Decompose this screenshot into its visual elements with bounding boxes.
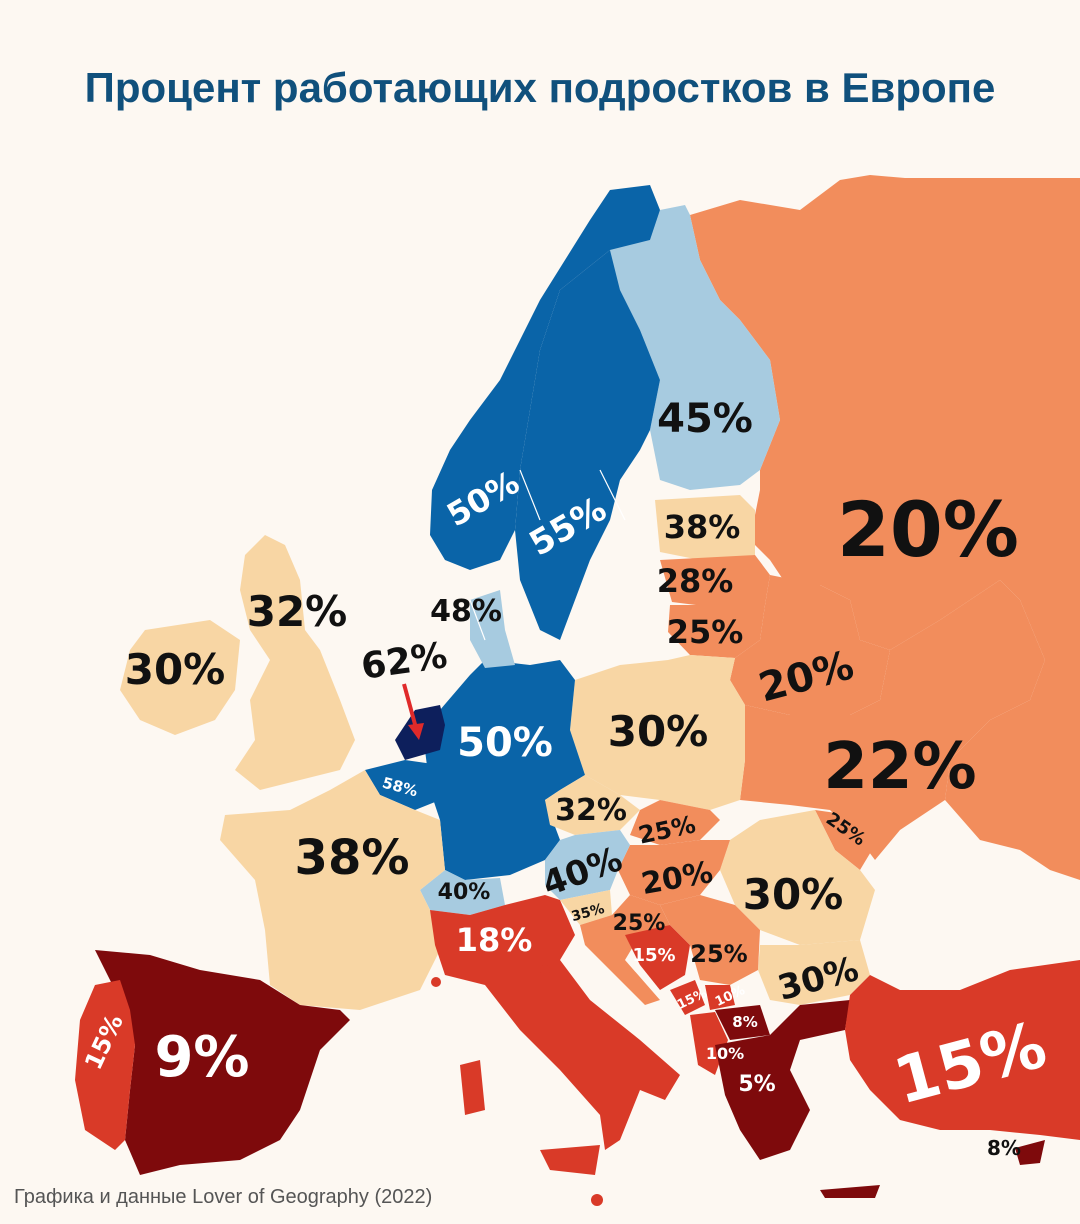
region-finland[interactable] (610, 205, 780, 490)
region-romania[interactable] (720, 810, 875, 945)
label-switzerland: 40% (438, 880, 491, 905)
region-russia[interactable] (690, 175, 1080, 880)
region-belgium[interactable] (365, 760, 440, 810)
region-latvia[interactable] (660, 555, 770, 608)
region-norway[interactable] (430, 185, 660, 570)
region-sicily[interactable] (540, 1145, 600, 1175)
region-czechia[interactable] (545, 775, 640, 835)
source-credit: Графика и данные Lover of Geography (202… (14, 1186, 433, 1208)
region-switzerland[interactable] (420, 870, 505, 915)
region-kosovo[interactable] (705, 985, 735, 1010)
label-north-macedonia: 8% (732, 1013, 757, 1031)
region-ireland[interactable] (120, 620, 240, 735)
label-lithuania: 25% (667, 613, 744, 651)
label-cyprus: 8% (987, 1136, 1021, 1160)
region-denmark[interactable] (470, 590, 515, 668)
region-sweden[interactable] (515, 250, 660, 640)
region-bosnia[interactable] (625, 925, 690, 990)
label-finland: 45% (657, 396, 753, 442)
region-austria[interactable] (545, 830, 630, 900)
region-poland[interactable] (570, 655, 745, 810)
region-portugal[interactable] (75, 980, 135, 1150)
netherlands-arrow (402, 683, 418, 729)
region-hungary[interactable] (618, 840, 730, 905)
region-crete[interactable] (820, 1185, 880, 1198)
region-serbia[interactable] (660, 895, 760, 985)
region-italy[interactable] (430, 895, 680, 1150)
coastline-detail (469, 469, 626, 641)
region-belarus[interactable] (730, 575, 890, 715)
region-ukraine[interactable] (740, 580, 1045, 860)
island-dot (591, 1194, 603, 1206)
label-latvia: 28% (657, 562, 734, 600)
region-spain[interactable] (95, 950, 350, 1175)
region-slovenia[interactable] (560, 890, 612, 925)
map-title: Процент работающих подростков в Европе (84, 64, 996, 111)
region-greece[interactable] (715, 1000, 850, 1160)
label-greece: 5% (738, 1072, 775, 1097)
label-czechia: 32% (555, 793, 627, 828)
region-turkey[interactable] (845, 960, 1080, 1140)
label-denmark: 48% (430, 594, 502, 629)
label-bosnia: 15% (632, 945, 675, 966)
region-slovakia[interactable] (630, 800, 720, 845)
region-north-macedonia[interactable] (715, 1005, 770, 1040)
label-poland: 30% (608, 707, 709, 756)
netherlands-arrow-head (408, 723, 424, 740)
region-lithuania[interactable] (668, 605, 765, 658)
region-france[interactable] (220, 770, 445, 1010)
region-germany[interactable] (425, 660, 585, 880)
label-russia: 20% (837, 485, 1019, 574)
label-albania: 10% (706, 1044, 744, 1063)
label-romania: 30% (743, 870, 844, 919)
region-croatia[interactable] (580, 895, 670, 1005)
label-spain: 9% (154, 1025, 249, 1090)
label-ukraine: 22% (823, 730, 976, 804)
label-italy: 18% (456, 921, 533, 959)
region-bulgaria[interactable] (758, 940, 870, 1005)
region-estonia[interactable] (655, 495, 755, 560)
label-netherlands: 62% (359, 635, 450, 688)
island-dot (540, 965, 550, 975)
label-germany: 50% (457, 720, 553, 766)
region-moldova[interactable] (815, 810, 872, 870)
region-sardinia[interactable] (460, 1060, 485, 1115)
label-croatia: 25% (613, 911, 666, 936)
label-serbia: 25% (690, 940, 747, 968)
region-cyprus[interactable] (1015, 1140, 1045, 1165)
label-uk: 32% (247, 587, 348, 636)
region-uk[interactable] (235, 535, 355, 790)
region-montenegro[interactable] (670, 980, 705, 1015)
label-ireland: 30% (125, 645, 226, 694)
label-estonia: 38% (664, 508, 741, 546)
label-france: 38% (295, 830, 410, 886)
island-dot (431, 977, 441, 987)
